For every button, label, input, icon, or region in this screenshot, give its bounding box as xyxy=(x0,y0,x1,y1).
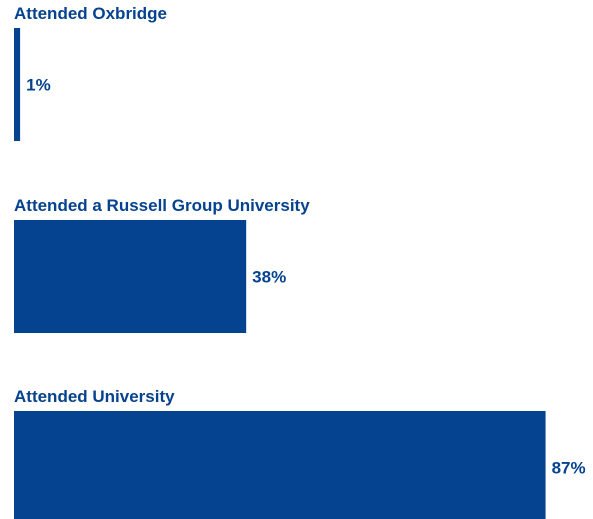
category-label: Attended a Russell Group University xyxy=(14,196,310,215)
category-label: Attended Oxbridge xyxy=(14,4,167,23)
value-label: 38% xyxy=(252,268,286,287)
bar xyxy=(14,220,247,333)
bar xyxy=(14,28,21,141)
value-label: 1% xyxy=(26,76,51,95)
value-label: 87% xyxy=(552,459,586,478)
bar xyxy=(14,411,546,519)
category-label: Attended University xyxy=(14,387,175,406)
